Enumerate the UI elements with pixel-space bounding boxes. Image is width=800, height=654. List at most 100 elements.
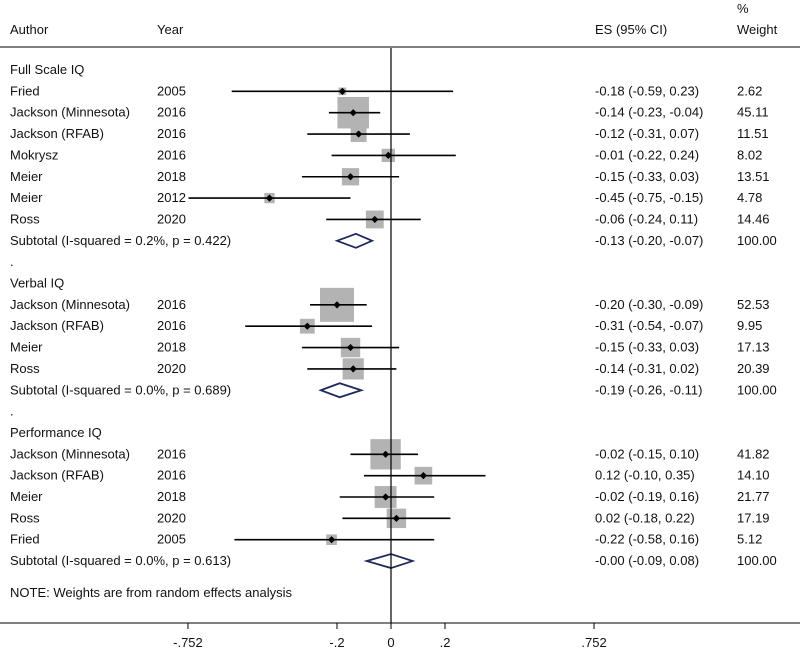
group-label: Verbal IQ (10, 276, 64, 291)
study-es-ci: -0.14 (-0.31, 0.02) (595, 361, 699, 376)
study-author: Ross (10, 361, 40, 376)
study-weight: 45.11 (737, 105, 769, 120)
header-row: Author Year ES (95% CI) % Weight (10, 1, 778, 37)
study-author: Ross (10, 211, 40, 226)
study-year: 2018 (157, 340, 186, 355)
x-tick-label: .752 (581, 635, 606, 650)
point-estimate (333, 301, 341, 309)
point-estimate (419, 472, 427, 480)
study-year: 2020 (157, 211, 186, 226)
point-estimate (346, 343, 355, 352)
study-weight: 11.51 (737, 126, 769, 141)
header-year: Year (157, 22, 184, 37)
study-year: 2016 (157, 318, 186, 333)
study-author: Jackson (Minnesota) (10, 105, 130, 120)
study-author: Fried (10, 83, 40, 98)
point-estimate (346, 173, 355, 181)
study-weight: 21.77 (737, 489, 770, 504)
study-year: 2016 (157, 468, 186, 483)
rows: Full Scale IQ Fried 2005 -0.18 (-0.59, 0.23… (10, 62, 777, 569)
study-author: Jackson (RFAB) (10, 318, 104, 333)
subtotal-es-ci: -0.13 (-0.20, -0.07) (595, 233, 703, 248)
study-es-ci: -0.01 (-0.22, 0.24) (595, 147, 699, 162)
study-es-ci: -0.15 (-0.33, 0.03) (595, 340, 699, 355)
study-es-ci: -0.20 (-0.30, -0.09) (595, 297, 703, 312)
point-estimate (355, 130, 363, 138)
study-weight: 17.19 (737, 510, 770, 525)
study-weight: 8.02 (737, 147, 762, 162)
study-author: Meier (10, 489, 43, 504)
study-weight: 52.53 (737, 297, 770, 312)
subtotal-diamond (318, 382, 365, 399)
study-year: 2016 (157, 126, 186, 141)
study-year: 2020 (157, 361, 186, 376)
study-year: 2012 (157, 190, 186, 205)
study-author: Meier (10, 340, 43, 355)
x-tick-label: 0 (387, 635, 394, 650)
study-year: 2016 (157, 147, 186, 162)
study-weight: 17.13 (737, 340, 770, 355)
study-year: 2018 (157, 489, 186, 504)
study-es-ci: 0.12 (-0.10, 0.35) (595, 468, 695, 483)
x-axis: -.752 -.2 0 .2 .752 (0, 48, 800, 650)
study-es-ci: -0.06 (-0.24, 0.11) (595, 211, 698, 226)
group-label: Performance IQ (10, 425, 102, 440)
point-estimate (349, 365, 357, 373)
x-tick-label: -.2 (329, 635, 344, 650)
point-estimate (349, 109, 357, 117)
study-author: Meier (10, 190, 43, 205)
header-weight-percent: % (737, 1, 749, 16)
study-author: Jackson (RFAB) (10, 468, 104, 483)
study-es-ci: -0.15 (-0.33, 0.03) (595, 169, 699, 184)
study-es-ci: -0.02 (-0.19, 0.16) (595, 489, 699, 504)
subtotal-label: Subtotal (I-squared = 0.0%, p = 0.689) (10, 382, 231, 397)
point-estimate (384, 151, 392, 159)
subtotal-weight: 100.00 (737, 553, 777, 568)
subtotal-es-ci: -0.19 (-0.26, -0.11) (595, 382, 702, 397)
subtotal-diamond (334, 232, 375, 249)
point-estimate (392, 514, 400, 522)
point-estimate (265, 194, 274, 202)
study-year: 2018 (157, 169, 186, 184)
study-es-ci: -0.45 (-0.75, -0.15) (595, 190, 703, 205)
subtotal-diamond (363, 553, 416, 569)
study-es-ci: -0.12 (-0.31, 0.07) (595, 126, 699, 141)
subtotal-es-ci: -0.00 (-0.09, 0.08) (595, 553, 699, 568)
study-author: Fried (10, 532, 40, 547)
study-weight: 14.10 (737, 468, 770, 483)
header-es: ES (95% CI) (595, 22, 667, 37)
point-estimate (338, 87, 346, 95)
study-author: Jackson (Minnesota) (10, 446, 130, 461)
study-author: Ross (10, 510, 40, 525)
study-weight: 20.39 (737, 361, 770, 376)
study-weight: 9.95 (737, 318, 762, 333)
study-author: Jackson (RFAB) (10, 126, 104, 141)
x-tick-label: .2 (440, 635, 451, 650)
x-tick-label: -.752 (173, 635, 203, 650)
study-year: 2020 (157, 510, 186, 525)
study-year: 2005 (157, 532, 186, 547)
study-year: 2016 (157, 297, 186, 312)
point-estimate (382, 450, 390, 458)
study-weight: 14.46 (737, 211, 770, 226)
point-estimate (371, 215, 379, 224)
study-es-ci: -0.14 (-0.23, -0.04) (595, 105, 703, 120)
study-es-ci: 0.02 (-0.18, 0.22) (595, 510, 695, 525)
study-es-ci: -0.31 (-0.54, -0.07) (595, 318, 703, 333)
study-author: Mokrysz (10, 147, 58, 162)
study-year: 2016 (157, 105, 186, 120)
group-label: Full Scale IQ (10, 62, 84, 77)
study-weight: 2.62 (737, 83, 762, 98)
header-author: Author (10, 22, 49, 37)
study-weight: 41.82 (737, 446, 770, 461)
study-es-ci: -0.18 (-0.59, 0.23) (595, 83, 699, 98)
study-es-ci: -0.02 (-0.15, 0.10) (595, 446, 699, 461)
study-year: 2016 (157, 446, 186, 461)
group-separator-dot: . (10, 254, 14, 269)
subtotal-weight: 100.00 (737, 382, 777, 397)
study-weight: 13.51 (737, 169, 770, 184)
group-separator-dot: . (10, 404, 14, 419)
subtotal-label: Subtotal (I-squared = 0.0%, p = 0.613) (10, 553, 231, 568)
header-weight: Weight (737, 22, 778, 37)
